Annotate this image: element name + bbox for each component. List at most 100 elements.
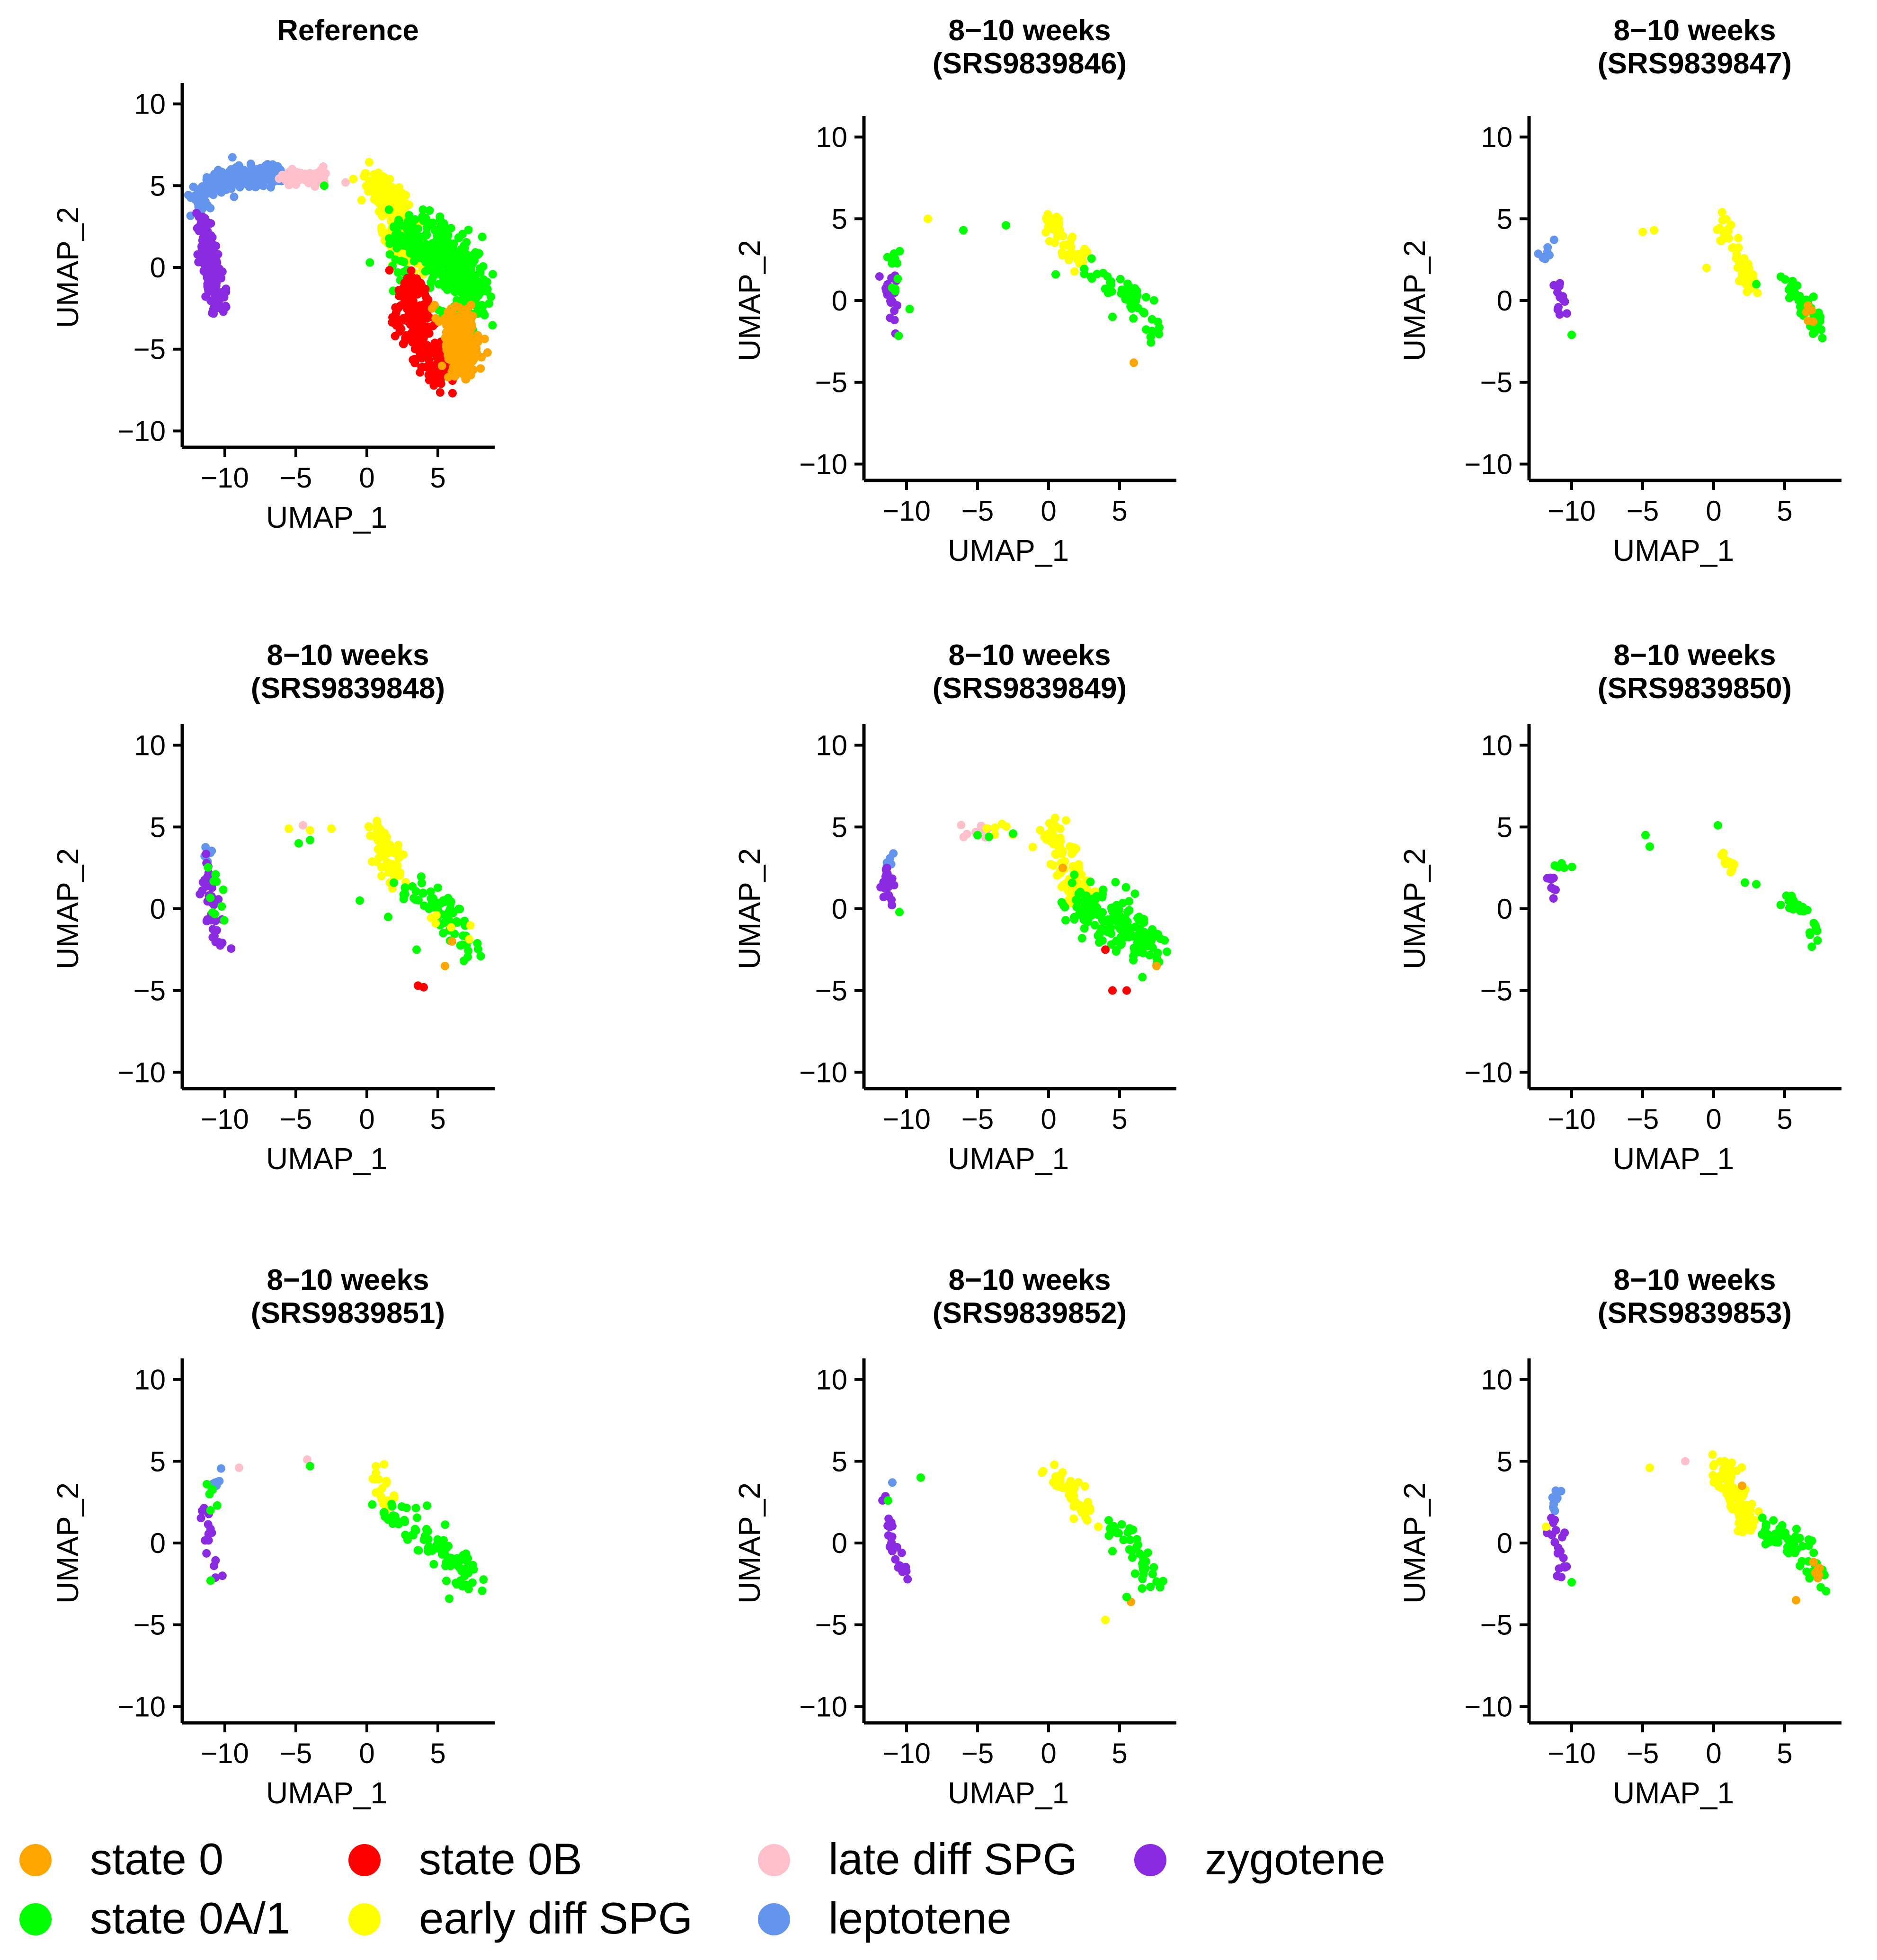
scatter-point bbox=[422, 231, 431, 239]
scatter-point bbox=[882, 289, 891, 298]
scatter-point bbox=[370, 1475, 379, 1484]
scatter-point bbox=[1080, 924, 1089, 933]
scatter-point bbox=[356, 896, 364, 905]
scatter-point bbox=[1153, 318, 1162, 326]
scatter-point bbox=[1087, 254, 1096, 263]
y-tick-label: −10 bbox=[1464, 1691, 1512, 1722]
scatter-point bbox=[388, 1502, 397, 1511]
scatter-point bbox=[446, 923, 455, 932]
scatter-point bbox=[1646, 842, 1654, 851]
scatter-point bbox=[1557, 1533, 1566, 1542]
scatter-point bbox=[365, 258, 374, 267]
scatter-point bbox=[412, 287, 421, 296]
scatter-point bbox=[1741, 878, 1749, 887]
scatter-point bbox=[879, 878, 888, 887]
scatter-point bbox=[465, 935, 474, 944]
x-tick-label: −10 bbox=[882, 495, 931, 527]
scatter-point bbox=[449, 322, 458, 331]
scatter-point bbox=[1735, 1498, 1744, 1507]
scatter-point bbox=[349, 175, 358, 184]
legend-swatch bbox=[19, 1844, 52, 1876]
scatter-point bbox=[1146, 1582, 1155, 1591]
scatter-point bbox=[1111, 878, 1120, 887]
scatter-point bbox=[1074, 889, 1083, 898]
scatter-point bbox=[1098, 893, 1107, 902]
scatter-point bbox=[1107, 280, 1116, 289]
scatter-point bbox=[1063, 1482, 1072, 1491]
scatter-point bbox=[1562, 309, 1571, 318]
scatter-point bbox=[1129, 956, 1138, 965]
scatter-point bbox=[184, 191, 193, 199]
y-tick-label: −5 bbox=[1480, 975, 1512, 1007]
scatter-point bbox=[1135, 1549, 1144, 1558]
scatter-point bbox=[1717, 851, 1726, 860]
scatter-point bbox=[217, 288, 226, 297]
scatter-point bbox=[372, 1462, 380, 1471]
scatter-point bbox=[407, 266, 416, 275]
x-axis-label: UMAP_1 bbox=[266, 1142, 387, 1176]
scatter-point bbox=[373, 189, 382, 198]
scatter-point bbox=[436, 376, 445, 385]
scatter-point bbox=[1117, 1520, 1126, 1529]
scatter-point bbox=[1042, 213, 1051, 222]
scatter-point bbox=[1554, 1543, 1563, 1552]
scatter-point bbox=[1650, 226, 1658, 235]
axes: −10 −5 0 5 −10 −5 0 5 10 UMAP_1 UMAP_2 bbox=[732, 724, 1176, 1176]
scatter-point bbox=[895, 247, 904, 256]
scatter-point bbox=[1061, 916, 1070, 925]
scatter-point bbox=[1130, 1569, 1139, 1578]
scatter-point bbox=[385, 266, 394, 275]
scatter-point bbox=[235, 1463, 243, 1472]
scatter-point bbox=[222, 302, 231, 311]
scatter-point bbox=[406, 320, 415, 329]
scatter-point bbox=[1047, 821, 1056, 830]
scatter-point bbox=[294, 839, 303, 848]
x-tick-label: 5 bbox=[430, 462, 445, 494]
scatter-point bbox=[1567, 330, 1576, 339]
x-tick-label: 5 bbox=[1777, 495, 1792, 527]
scatter-point bbox=[885, 1542, 894, 1551]
scatter-point bbox=[1709, 1462, 1718, 1471]
scatter-point bbox=[1792, 1596, 1800, 1605]
scatter-point bbox=[465, 253, 474, 262]
scatter-point bbox=[488, 270, 497, 279]
scatter-point bbox=[464, 946, 473, 955]
scatter-point bbox=[1109, 1522, 1118, 1531]
y-tick-label: 0 bbox=[832, 285, 847, 317]
panel-title: Reference bbox=[277, 14, 419, 47]
scatter-point bbox=[1066, 842, 1074, 851]
scatter-point bbox=[1774, 1538, 1782, 1547]
scatter-point bbox=[399, 339, 408, 348]
scatter-point bbox=[1080, 1482, 1089, 1491]
panel-subtitle: (SRS9839851) bbox=[251, 1297, 445, 1330]
scatter-point bbox=[1086, 878, 1095, 887]
scatter-point bbox=[959, 833, 968, 842]
scatter-point bbox=[432, 911, 441, 920]
scatter-point bbox=[426, 887, 435, 896]
y-tick-label: −10 bbox=[117, 1691, 166, 1722]
scatter-point bbox=[380, 829, 389, 838]
panel-4: 8−10 weeks(SRS9839848) −10 −5 0 5 −10 −5 0 5 10 UM… bbox=[51, 639, 495, 1176]
scatter-point bbox=[1093, 270, 1102, 278]
scatter-point bbox=[1549, 235, 1558, 244]
scatter-point bbox=[473, 945, 482, 954]
scatter-point bbox=[1074, 1478, 1083, 1487]
scatter-point bbox=[212, 877, 221, 886]
scatter-point bbox=[1717, 208, 1726, 217]
scatter-point bbox=[1806, 928, 1814, 937]
scatter-point bbox=[1070, 870, 1079, 879]
panel-subtitle: (SRS9839852) bbox=[933, 1297, 1127, 1330]
scatter-point bbox=[1743, 287, 1752, 296]
scatter-point bbox=[377, 1495, 386, 1504]
scatter-point bbox=[1094, 931, 1103, 940]
scatter-point bbox=[405, 281, 414, 290]
scatter-point bbox=[441, 961, 449, 970]
scatter-point bbox=[381, 186, 390, 195]
panel-title: 8−10 weeks bbox=[1613, 1264, 1776, 1296]
scatter-point bbox=[1109, 903, 1118, 912]
scatter-point bbox=[1814, 1565, 1823, 1574]
scatter-point bbox=[211, 1556, 220, 1565]
scatter-point bbox=[444, 308, 453, 317]
scatter-point bbox=[1084, 915, 1093, 924]
scatter-point bbox=[394, 315, 403, 324]
